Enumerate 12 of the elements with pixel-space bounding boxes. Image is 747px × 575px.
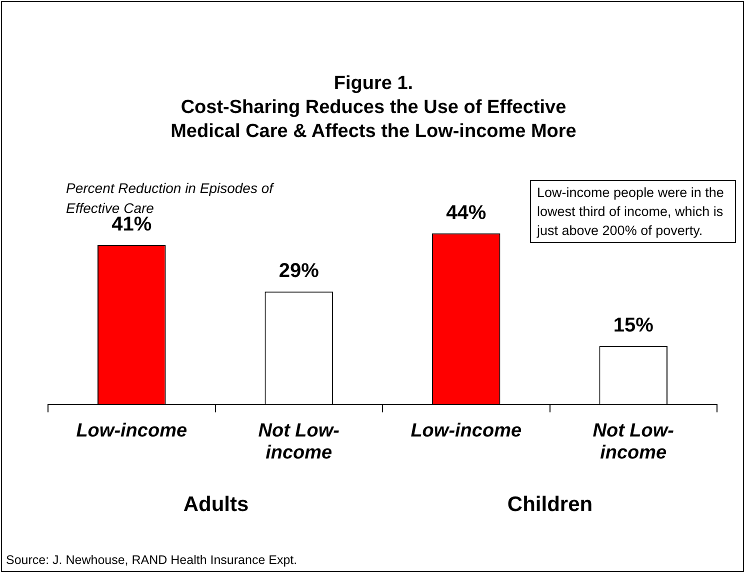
data-label: 15% [613, 314, 654, 337]
annotation: Low-income people were in the lowest third of income, which is just above 200% of poverty. [530, 180, 736, 243]
data-label: 29% [278, 260, 320, 282]
text: Adults [183, 493, 249, 517]
data-label: 44% [446, 202, 486, 224]
text: Children [507, 493, 593, 517]
x-tick-label: Low-income [410, 420, 522, 442]
source-note: Source: J. Newhouse, RAND Health Insurance Expt. [6, 553, 298, 567]
x-tick-label: Not Low-income [592, 420, 674, 464]
chart-title: Figure 1. Cost-Sharing Reduces the Use of Effective Medical Care & Affects the Low-income More [170, 72, 578, 144]
x-tick-label: Not Low-income [258, 420, 340, 464]
x-tick-label: Low-income [76, 420, 188, 442]
